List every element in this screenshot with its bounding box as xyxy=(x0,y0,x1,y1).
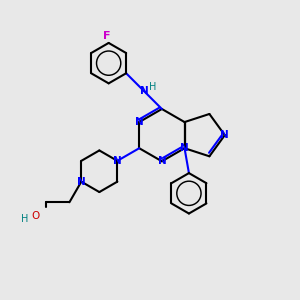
Text: H: H xyxy=(149,82,156,92)
Text: F: F xyxy=(103,32,111,41)
Text: N: N xyxy=(77,177,86,187)
Text: N: N xyxy=(135,117,144,127)
Text: H: H xyxy=(21,214,28,224)
Text: N: N xyxy=(140,86,148,96)
Text: O: O xyxy=(31,211,39,220)
Text: N: N xyxy=(180,143,189,153)
Text: N: N xyxy=(220,130,229,140)
Text: N: N xyxy=(113,156,122,166)
Text: N: N xyxy=(158,156,166,166)
